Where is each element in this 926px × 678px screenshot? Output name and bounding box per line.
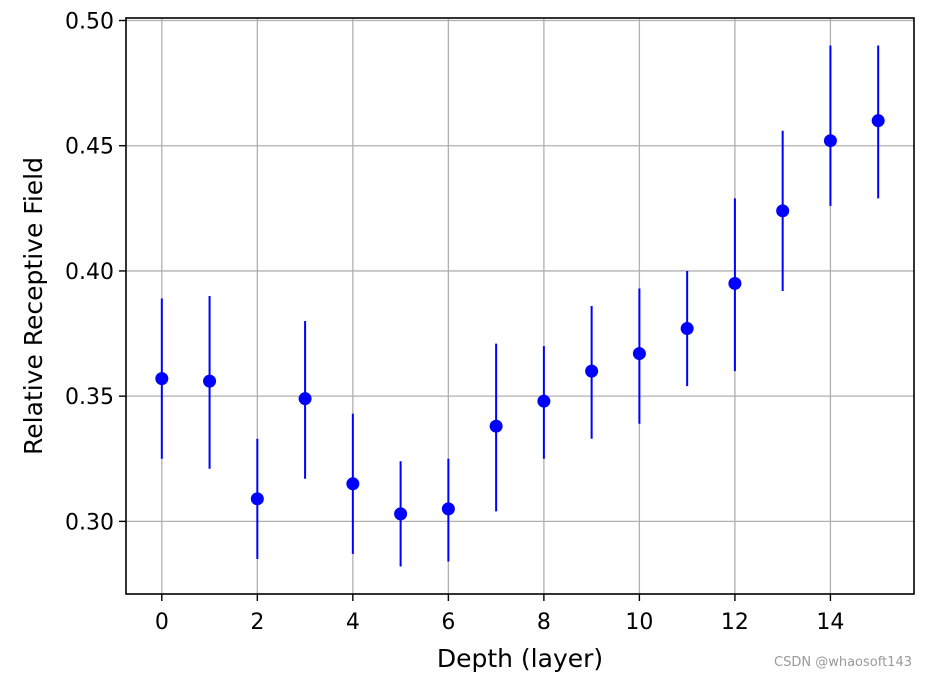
y-tick-label: 0.30 <box>65 510 114 535</box>
data-point <box>155 372 169 386</box>
x-tick-label: 4 <box>346 610 360 635</box>
data-point <box>203 374 217 388</box>
y-tick-label: 0.50 <box>65 10 114 35</box>
x-tick-label: 2 <box>250 610 264 635</box>
x-axis-label: Depth (layer) <box>437 644 603 673</box>
x-tick-label: 10 <box>625 610 653 635</box>
x-tick-label: 12 <box>721 610 749 635</box>
y-tick-label: 0.45 <box>65 135 114 160</box>
data-point <box>298 392 312 406</box>
y-tick-label: 0.35 <box>65 385 114 410</box>
error-bars <box>160 45 880 567</box>
data-point <box>823 134 837 148</box>
x-tick-label: 14 <box>816 610 844 635</box>
data-point <box>489 419 503 433</box>
data-point <box>776 204 790 218</box>
x-tick-label: 6 <box>441 610 455 635</box>
data-points <box>155 114 885 521</box>
x-tick-label: 8 <box>537 610 551 635</box>
data-point <box>394 507 408 521</box>
data-point <box>537 394 551 408</box>
data-point <box>632 347 646 361</box>
data-point <box>250 492 264 506</box>
y-tick-label: 0.40 <box>65 260 114 285</box>
y-axis-label: Relative Receptive Field <box>19 157 48 455</box>
grid-lines <box>126 18 914 594</box>
data-point <box>680 322 694 336</box>
data-point <box>441 502 455 516</box>
axis-ticks: 0 2 4 6 8 10 12 14 0.30 0.35 0.40 0.45 0.50 <box>65 10 844 635</box>
data-point <box>728 276 742 290</box>
data-point <box>346 477 360 491</box>
data-point <box>871 114 885 128</box>
plot-frame <box>125 17 915 595</box>
x-tick-label: 0 <box>155 610 169 635</box>
watermark-text: CSDN @whaosoft143 <box>774 655 912 670</box>
data-point <box>585 364 599 378</box>
